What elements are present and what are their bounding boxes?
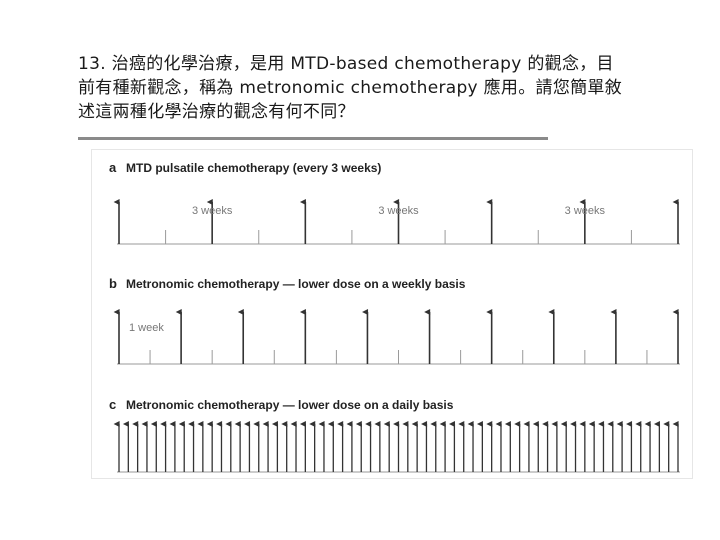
panel-title: Metronomic chemotherapy — lower dose on … [126, 398, 454, 412]
panel-letter: c [109, 397, 116, 412]
panel-letter: b [109, 276, 117, 291]
panel-letter: a [109, 160, 117, 175]
title-underline [78, 137, 548, 140]
question-line-3: 述這兩種化學治療的觀念有何不同？ [78, 102, 355, 122]
panel-title: Metronomic chemotherapy — lower dose on … [126, 277, 466, 291]
dosing-schedule-diagram: a MTD pulsatile chemotherapy (every 3 wee… [109, 160, 680, 473]
dosing-schedule-figure: a MTD pulsatile chemotherapy (every 3 wee… [92, 150, 692, 478]
interval-label: 3 weeks [378, 205, 419, 217]
interval-label: 3 weeks [565, 205, 606, 217]
interval-label: 1 week [129, 322, 164, 334]
interval-label: 3 weeks [192, 205, 233, 217]
question-line-2: 前有種新觀念，稱為 metronomic chemotherapy 應用。請您簡… [78, 78, 623, 98]
question-line-1: 13. 治癌的化學治療，是用 MTD-based chemotherapy 的觀… [78, 54, 614, 74]
question-text: 13. 治癌的化學治療，是用 MTD-based chemotherapy 的觀… [78, 52, 708, 124]
panel-title: MTD pulsatile chemotherapy (every 3 week… [126, 161, 381, 175]
